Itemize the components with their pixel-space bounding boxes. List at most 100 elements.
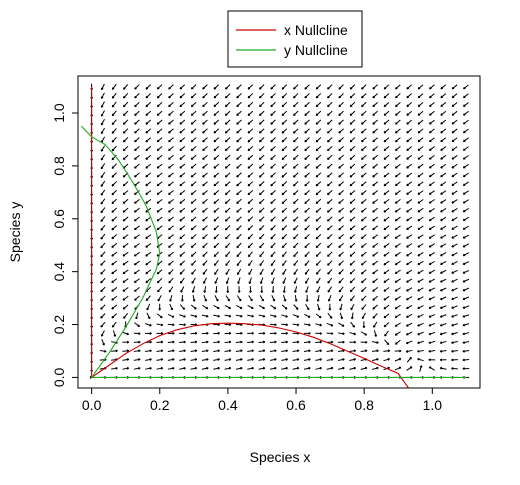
vector-arrow	[293, 233, 299, 240]
vector-arrowhead	[270, 95, 273, 99]
vector-arrow	[451, 323, 458, 327]
vector-arrow	[315, 207, 322, 213]
vector-arrow	[179, 367, 186, 370]
vector-arrow	[213, 304, 220, 310]
vector-arrowhead	[327, 174, 330, 178]
vector-arrowhead	[172, 340, 175, 344]
vector-arrowhead	[428, 358, 431, 362]
vector-arrowhead	[168, 174, 171, 178]
vector-arrow	[395, 137, 401, 143]
vector-arrow	[383, 216, 390, 222]
vector-arrowhead	[319, 366, 322, 370]
vector-arrow	[111, 145, 117, 152]
vector-arrowhead	[145, 201, 148, 204]
vector-arrow	[101, 92, 105, 99]
vector-arrowhead	[213, 245, 217, 249]
vector-arrowhead	[123, 87, 126, 90]
vector-arrow	[417, 199, 424, 204]
vector-arrowhead	[304, 245, 307, 249]
vector-arrowhead	[179, 281, 183, 284]
vector-arrowhead	[293, 192, 296, 196]
vector-arrow	[133, 332, 141, 335]
vector-arrowhead	[236, 245, 239, 249]
vector-arrow	[417, 322, 424, 327]
vector-arrowhead	[236, 183, 239, 187]
vector-arrow	[226, 277, 230, 284]
vector-arrowhead	[349, 113, 353, 116]
vector-arrow	[100, 189, 106, 196]
vector-arrow	[327, 145, 333, 152]
vector-arrowhead	[417, 157, 421, 160]
vector-arrow	[167, 358, 175, 361]
vector-arrowhead	[352, 325, 355, 328]
vector-arrow	[338, 110, 344, 116]
vector-arrowhead	[270, 122, 273, 125]
vector-arrow	[100, 242, 106, 249]
vector-arrowhead	[213, 148, 217, 152]
vector-arrowhead	[251, 358, 254, 361]
vector-arrow	[338, 101, 344, 108]
vector-arrowhead	[202, 157, 205, 160]
vector-arrow	[383, 234, 390, 239]
vector-arrow	[100, 286, 106, 292]
vector-arrow	[202, 181, 208, 187]
vector-arrow	[134, 190, 140, 195]
vector-arrow	[395, 260, 401, 266]
vector-arrowhead	[111, 131, 115, 134]
vector-arrowhead	[262, 314, 266, 318]
vector-arrowhead	[236, 210, 239, 213]
vector-arrow	[134, 93, 140, 99]
vector-arrowhead	[316, 281, 319, 284]
vector-arrow	[99, 349, 107, 353]
vector-arrowhead	[394, 183, 398, 187]
vector-arrowhead	[169, 299, 172, 302]
vector-arrowhead	[122, 307, 126, 310]
vector-arrowhead	[145, 95, 149, 99]
vector-arrowhead	[258, 183, 262, 187]
vector-arrow	[462, 314, 470, 318]
vector-arrow	[338, 137, 344, 143]
vector-arrowhead	[342, 340, 345, 344]
vector-arrow	[349, 190, 356, 195]
vector-arrowhead	[259, 245, 262, 249]
vector-arrowhead	[406, 192, 409, 195]
vector-arrowhead	[262, 306, 265, 310]
vector-arrowhead	[383, 210, 387, 213]
vector-arrowhead	[172, 323, 175, 327]
vector-arrow	[372, 154, 379, 160]
vector-arrow	[451, 146, 458, 151]
vector-arrowhead	[417, 236, 420, 239]
vector-arrowhead	[247, 122, 251, 125]
vector-arrowhead	[190, 183, 194, 187]
vector-arrowhead	[451, 104, 455, 107]
vector-arrowhead	[134, 157, 137, 160]
vector-arrowhead	[406, 306, 409, 310]
vector-arrow	[383, 128, 390, 134]
vector-arrowhead	[296, 315, 300, 318]
vector-arrowhead	[182, 307, 185, 310]
vector-arrow	[236, 181, 242, 187]
vector-arrowhead	[156, 157, 160, 160]
vector-arrow	[282, 251, 287, 257]
vector-arrow	[168, 286, 174, 293]
vector-arrowhead	[160, 358, 164, 361]
vector-arrowhead	[156, 271, 160, 275]
vector-arrowhead	[274, 349, 277, 353]
vector-arrowhead	[122, 157, 126, 160]
vector-arrowhead	[327, 139, 330, 143]
vector-arrow	[417, 181, 424, 187]
vector-arrow	[394, 269, 401, 274]
vector-arrowhead	[122, 271, 126, 275]
vector-arrow	[157, 93, 163, 99]
vector-arrow	[338, 242, 344, 248]
vector-arrow	[293, 268, 299, 275]
vector-arrow	[259, 198, 265, 204]
vector-arrowhead	[194, 306, 197, 310]
vector-arrowhead	[327, 166, 330, 169]
vector-arrowhead	[294, 299, 298, 302]
vector-arrow	[428, 269, 436, 274]
vector-arrow	[429, 172, 435, 178]
vector-arrow	[339, 295, 344, 302]
vector-arrow	[429, 163, 435, 169]
vector-arrow	[349, 84, 356, 90]
